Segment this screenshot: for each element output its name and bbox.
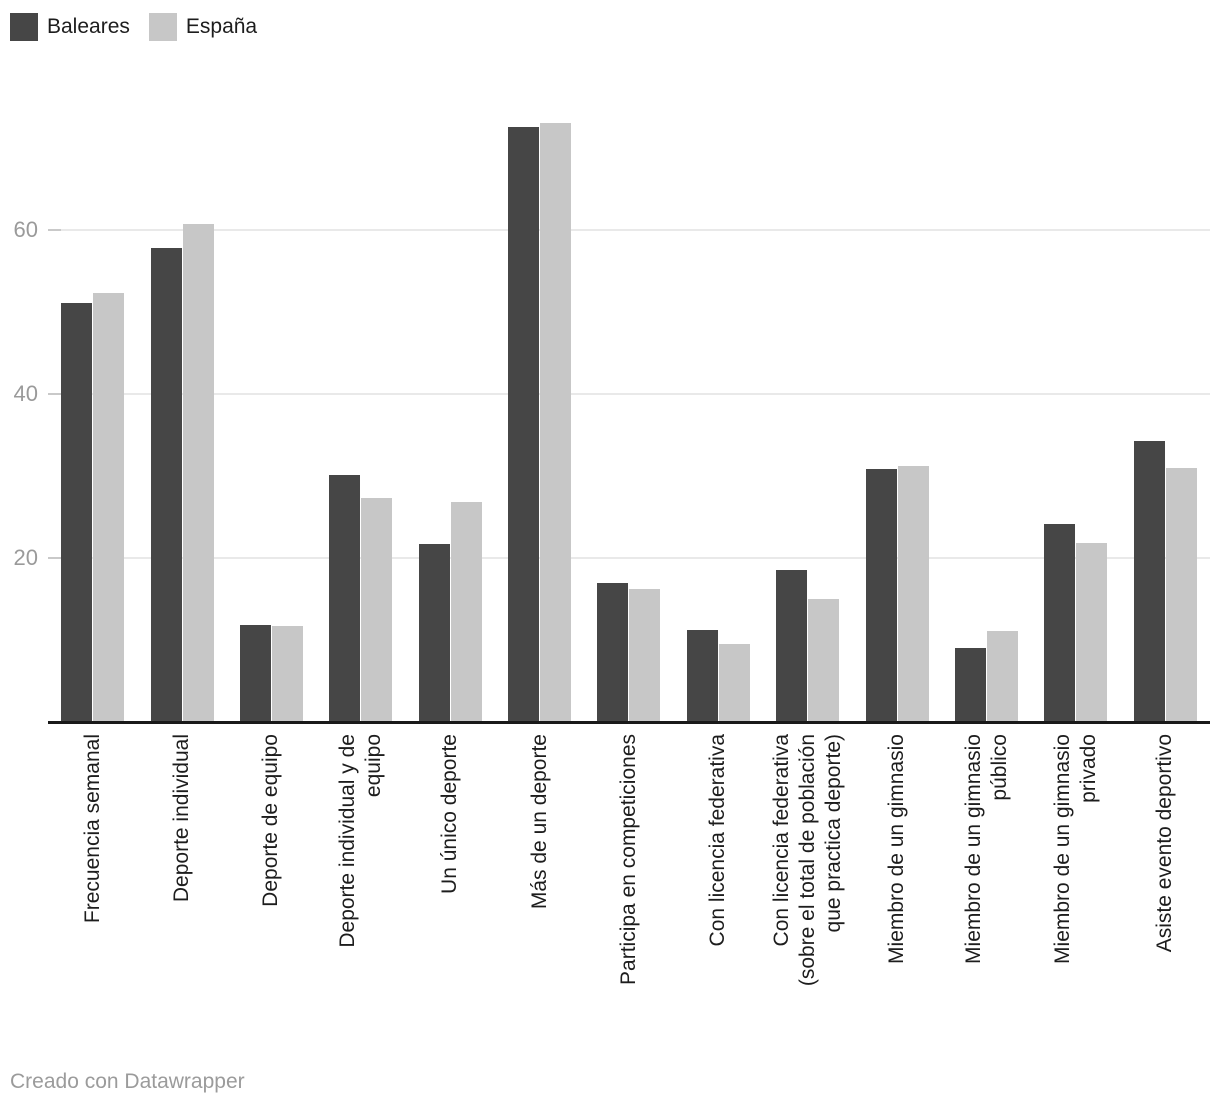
x-axis-line xyxy=(48,721,1210,724)
bar-baleares xyxy=(776,570,808,722)
bar-baleares xyxy=(955,648,987,722)
bar-baleares xyxy=(239,625,271,722)
bar-espana xyxy=(1165,468,1197,722)
y-axis-tick xyxy=(48,229,61,231)
y-grid-line xyxy=(48,229,1210,231)
x-axis-label: Deporte de equipo xyxy=(259,734,283,907)
bar-group xyxy=(316,0,405,722)
bar-espana xyxy=(897,466,929,722)
x-axis-label: Miembro de un gimnasio xyxy=(885,734,909,964)
x-axis-label: Un único deporte xyxy=(438,734,462,894)
footer-credit-link[interactable]: Creado con Datawrapper xyxy=(10,1070,245,1093)
bar-group xyxy=(674,0,763,722)
legend-item-baleares: Baleares xyxy=(10,13,130,41)
bar-baleares xyxy=(686,630,718,722)
legend-item-espana: España xyxy=(148,13,258,41)
bar-group xyxy=(227,0,316,722)
bar-espana xyxy=(182,224,214,722)
x-axis-label: Asiste evento deportivo xyxy=(1153,734,1177,953)
bar-espana xyxy=(629,589,661,722)
bar-group xyxy=(1121,0,1210,722)
y-grid-line xyxy=(48,393,1210,395)
bar-baleares xyxy=(61,303,93,722)
bar-espana xyxy=(987,631,1019,722)
bar-baleares xyxy=(597,583,629,722)
bar-group xyxy=(137,0,226,722)
bar-baleares xyxy=(329,475,361,722)
bar-espana xyxy=(808,599,840,722)
bar-espana xyxy=(450,502,482,722)
legend-label: Baleares xyxy=(47,15,130,38)
bar-baleares xyxy=(1044,524,1076,722)
x-axis-label: Miembro de un gimnasio público xyxy=(961,734,1011,964)
bar-baleares xyxy=(865,469,897,722)
legend-swatch-icon xyxy=(10,13,38,41)
bar-espana xyxy=(93,293,125,722)
bar-group xyxy=(495,0,584,722)
bar-group xyxy=(406,0,495,722)
y-grid-line xyxy=(48,557,1210,559)
bar-group xyxy=(584,0,673,722)
bar-group xyxy=(1031,0,1120,722)
y-axis-tick xyxy=(48,393,61,395)
x-axis-label: Frecuencia semanal xyxy=(80,734,104,924)
x-axis-label: Más de un deporte xyxy=(527,734,551,910)
x-axis-label: Con licencia federativa (sobre el total d… xyxy=(769,734,845,987)
y-tick-label: 20 xyxy=(13,545,38,570)
legend-swatch-icon xyxy=(148,13,177,41)
bar-group xyxy=(852,0,941,722)
bar-espana xyxy=(718,644,750,722)
bar-espana xyxy=(1076,543,1108,722)
x-axis-label: Deporte individual y de equipo xyxy=(335,734,385,948)
x-axis-label: Con licencia federativa xyxy=(706,734,730,947)
y-tick-label: 40 xyxy=(13,381,38,406)
bar-baleares xyxy=(508,127,540,722)
bar-group xyxy=(763,0,852,722)
x-axis-label: Deporte individual xyxy=(170,734,194,903)
bar-espana xyxy=(271,626,303,722)
bar-baleares xyxy=(418,544,450,722)
legend-label: España xyxy=(185,15,258,38)
bar-espana xyxy=(361,498,393,722)
bar-group xyxy=(942,0,1031,722)
bar-group xyxy=(48,0,137,722)
y-axis-tick xyxy=(48,557,61,559)
legend: Baleares España xyxy=(10,13,257,41)
x-axis-label: Participa en competiciones xyxy=(617,734,640,985)
bar-baleares xyxy=(150,248,182,722)
bar-baleares xyxy=(1133,441,1165,722)
x-axis-label: Miembro de un gimnasio privado xyxy=(1050,734,1100,964)
y-tick-label: 60 xyxy=(13,217,38,242)
bar-espana xyxy=(540,123,572,722)
